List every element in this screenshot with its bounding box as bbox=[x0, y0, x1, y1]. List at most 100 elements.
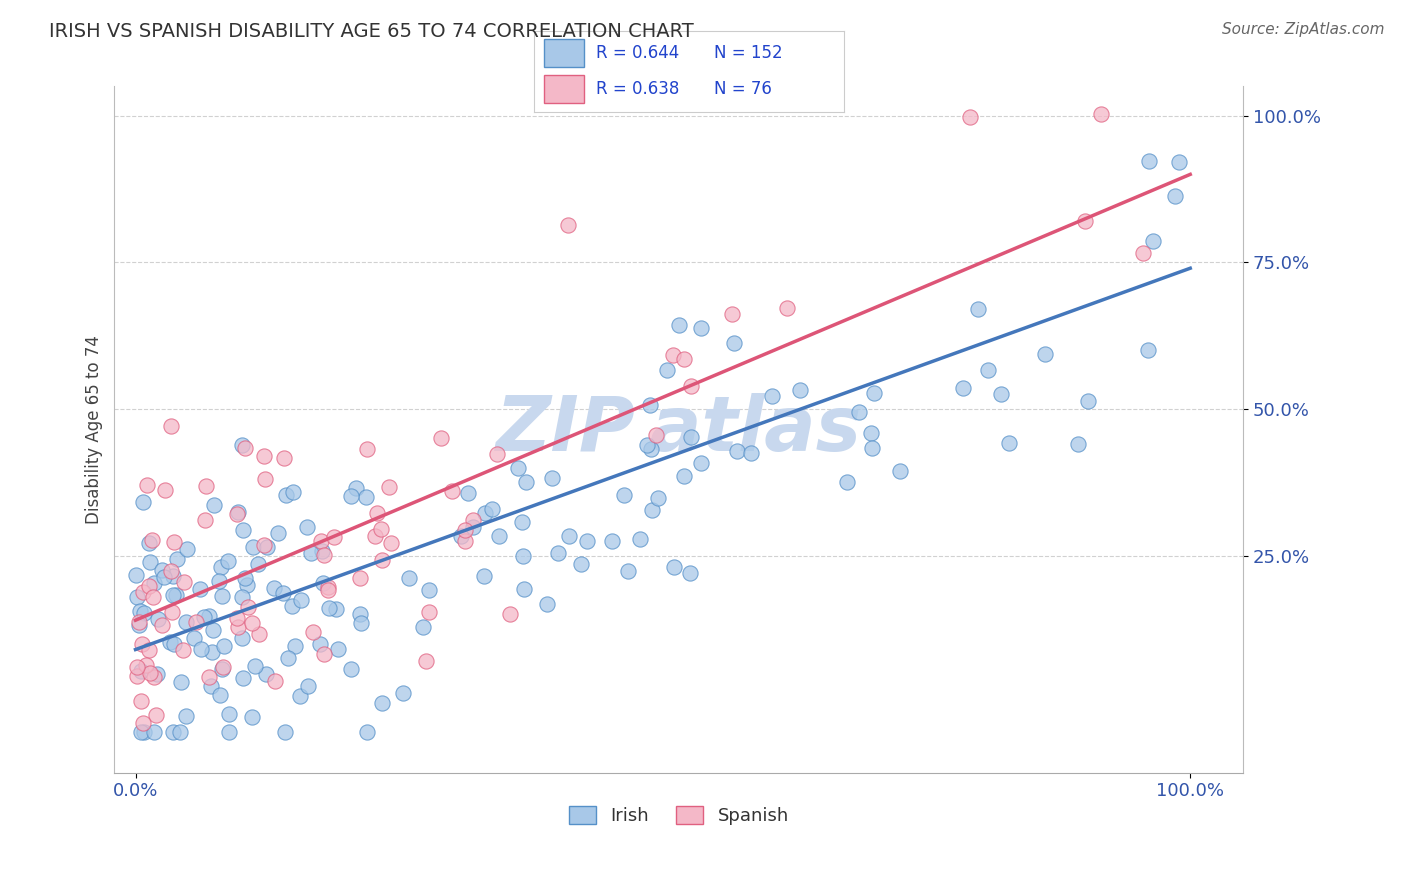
Point bbox=[640, 398, 662, 412]
Point bbox=[263, 581, 285, 595]
Point bbox=[513, 582, 536, 596]
Point bbox=[141, 533, 163, 547]
Point bbox=[1033, 347, 1056, 361]
Point bbox=[232, 671, 254, 685]
Point bbox=[145, 707, 167, 722]
Point bbox=[474, 506, 496, 520]
Point bbox=[889, 464, 911, 478]
Point bbox=[380, 536, 402, 550]
Point bbox=[152, 563, 174, 577]
Point bbox=[461, 513, 484, 527]
Point bbox=[162, 588, 184, 602]
Point bbox=[231, 631, 253, 645]
Point bbox=[512, 515, 534, 529]
Text: R = 0.638: R = 0.638 bbox=[596, 80, 679, 98]
Point bbox=[242, 540, 264, 554]
Point bbox=[312, 575, 335, 590]
Point bbox=[160, 605, 183, 619]
Point bbox=[253, 538, 276, 552]
Point bbox=[127, 660, 149, 674]
Point bbox=[211, 660, 233, 674]
Point bbox=[226, 610, 249, 624]
Point bbox=[211, 589, 233, 603]
Point bbox=[366, 506, 388, 520]
Point bbox=[247, 626, 270, 640]
Point bbox=[977, 363, 1000, 377]
Point bbox=[349, 607, 371, 622]
Point bbox=[200, 679, 222, 693]
Point bbox=[138, 535, 160, 549]
Point bbox=[284, 639, 307, 653]
Point bbox=[457, 485, 479, 500]
Point bbox=[193, 610, 215, 624]
Point bbox=[371, 553, 394, 567]
Point bbox=[499, 607, 522, 621]
Point bbox=[276, 488, 298, 502]
Point bbox=[148, 612, 170, 626]
Point bbox=[174, 615, 197, 630]
Point bbox=[316, 583, 339, 598]
Point bbox=[312, 548, 335, 562]
Point bbox=[440, 483, 463, 498]
Point bbox=[254, 667, 277, 681]
Point bbox=[233, 571, 256, 585]
Point bbox=[860, 442, 883, 456]
Point bbox=[273, 450, 295, 465]
Point bbox=[740, 445, 762, 459]
Point bbox=[725, 444, 748, 458]
Point bbox=[1164, 189, 1187, 203]
Point bbox=[138, 643, 160, 657]
Bar bbox=[544, 76, 583, 103]
Point bbox=[129, 693, 152, 707]
Point bbox=[225, 507, 247, 521]
Point bbox=[201, 645, 224, 659]
Point bbox=[721, 307, 744, 321]
Point bbox=[301, 624, 323, 639]
Point bbox=[159, 564, 181, 578]
Point bbox=[723, 336, 745, 351]
Point bbox=[371, 697, 394, 711]
Point bbox=[412, 620, 434, 634]
Point bbox=[138, 579, 160, 593]
Point bbox=[481, 502, 503, 516]
Point bbox=[325, 602, 347, 616]
Point bbox=[967, 301, 990, 316]
Point bbox=[135, 657, 157, 672]
Point bbox=[188, 582, 211, 596]
Point bbox=[240, 709, 263, 723]
Point bbox=[217, 554, 239, 568]
Text: ZIP atlas: ZIP atlas bbox=[496, 392, 862, 467]
Point bbox=[679, 566, 702, 580]
Point bbox=[127, 669, 149, 683]
Point bbox=[308, 637, 330, 651]
Point bbox=[299, 546, 322, 560]
Point bbox=[145, 667, 167, 681]
Point bbox=[472, 568, 495, 582]
Point bbox=[506, 461, 529, 475]
Point bbox=[218, 724, 240, 739]
Point bbox=[176, 709, 198, 723]
Point bbox=[340, 662, 363, 676]
Point bbox=[668, 318, 690, 333]
Point bbox=[1077, 394, 1099, 409]
Point bbox=[789, 383, 811, 397]
Point bbox=[356, 724, 378, 739]
Point bbox=[136, 478, 159, 492]
Point bbox=[173, 574, 195, 589]
Point bbox=[128, 617, 150, 632]
Text: R = 0.644: R = 0.644 bbox=[596, 44, 679, 62]
Point bbox=[231, 591, 253, 605]
Point bbox=[339, 489, 361, 503]
Point bbox=[228, 505, 250, 519]
Point bbox=[242, 616, 264, 631]
Point bbox=[132, 585, 155, 599]
Point bbox=[1132, 245, 1154, 260]
Point bbox=[170, 674, 193, 689]
Point bbox=[208, 688, 231, 702]
Point bbox=[485, 447, 508, 461]
Text: IRISH VS SPANISH DISABILITY AGE 65 TO 74 CORRELATION CHART: IRISH VS SPANISH DISABILITY AGE 65 TO 74… bbox=[49, 22, 695, 41]
Point bbox=[128, 615, 150, 629]
Point bbox=[125, 590, 148, 604]
Point bbox=[143, 670, 166, 684]
Point bbox=[761, 389, 783, 403]
